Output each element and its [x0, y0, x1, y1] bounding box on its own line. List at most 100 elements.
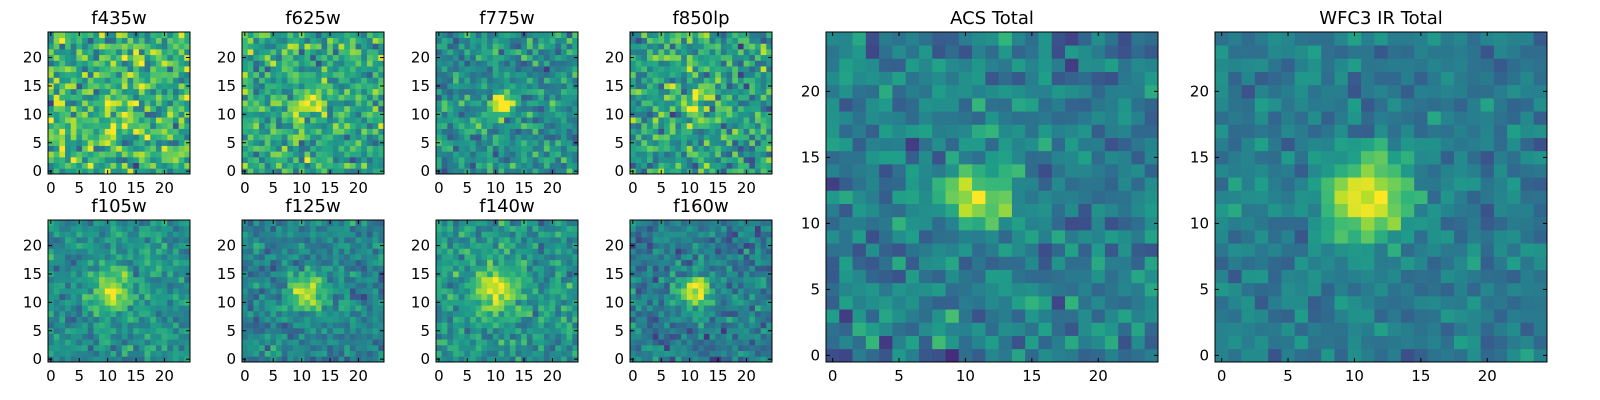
heatmap-cell: [259, 100, 266, 107]
heatmap-cell: [664, 282, 671, 289]
heatmap-cell: [441, 100, 448, 107]
heatmap-cell: [361, 242, 368, 249]
heatmap-cell: [760, 322, 767, 329]
heatmap-cell: [709, 282, 716, 289]
heatmap-cell: [732, 43, 739, 50]
heatmap-cell: [532, 83, 539, 90]
heatmap-cell: [436, 49, 443, 56]
heatmap-cell: [315, 49, 322, 56]
heatmap-cell: [521, 282, 528, 289]
heatmap-cell: [521, 293, 528, 300]
heatmap-cell: [504, 344, 511, 351]
heatmap-cell: [253, 117, 260, 124]
heatmap-cell: [526, 117, 533, 124]
heatmap-cell: [560, 259, 567, 266]
heatmap-cell: [247, 83, 254, 90]
heatmap-cell: [338, 88, 345, 95]
heatmap-cell: [538, 237, 545, 244]
heatmap-cell: [675, 49, 682, 56]
heatmap-cell: [344, 32, 351, 39]
heatmap-cell: [572, 322, 579, 329]
y-tick-label: 10: [605, 105, 624, 123]
heatmap-cell: [737, 151, 744, 158]
heatmap-cell: [515, 83, 522, 90]
heatmap-cell: [144, 242, 151, 249]
heatmap-cell: [155, 105, 162, 112]
heatmap-cell: [76, 151, 83, 158]
heatmap-cell: [310, 100, 317, 107]
heatmap-cell: [87, 259, 94, 266]
heatmap-cell: [321, 71, 328, 78]
heatmap-cell: [366, 322, 373, 329]
heatmap-cell: [521, 305, 528, 312]
heatmap-cell: [242, 288, 249, 295]
heatmap-cell: [287, 100, 294, 107]
heatmap-cell: [259, 88, 266, 95]
heatmap-cell: [515, 122, 522, 129]
heatmap-cell: [293, 49, 300, 56]
heatmap-cell: [264, 54, 271, 61]
heatmap-cell: [184, 37, 191, 44]
heatmap-cell: [144, 60, 151, 67]
heatmap-cell: [172, 54, 179, 61]
heatmap-cell: [259, 322, 266, 329]
heatmap-cell: [532, 145, 539, 152]
heatmap-cell: [492, 293, 499, 300]
heatmap-cell: [59, 322, 66, 329]
heatmap-cell: [641, 105, 648, 112]
heatmap-cell: [87, 316, 94, 323]
heatmap-cell: [441, 231, 448, 238]
heatmap-cell: [293, 310, 300, 317]
heatmap-cell: [355, 100, 362, 107]
heatmap-cell: [658, 316, 665, 323]
heatmap-cell: [172, 237, 179, 244]
heatmap-cell: [53, 162, 60, 169]
heatmap-cell: [155, 128, 162, 135]
heatmap-cell: [259, 134, 266, 141]
heatmap-cell: [372, 128, 379, 135]
heatmap-cell: [121, 350, 128, 357]
heatmap-cell: [441, 339, 448, 346]
heatmap-cell: [669, 122, 676, 129]
heatmap-cell: [760, 32, 767, 39]
heatmap-cell: [242, 37, 249, 44]
heatmap-cell: [509, 151, 516, 158]
heatmap-cell: [447, 237, 454, 244]
heatmap-cell: [630, 339, 637, 346]
heatmap-cell: [287, 139, 294, 146]
heatmap-cell: [327, 242, 334, 249]
heatmap-cell: [338, 162, 345, 169]
heatmap-cell: [630, 322, 637, 329]
heatmap-cell: [447, 151, 454, 158]
heatmap-cell: [498, 60, 505, 67]
heatmap-cell: [504, 293, 511, 300]
heatmap-cell: [703, 271, 710, 278]
heatmap-cell: [155, 145, 162, 152]
heatmap-cell: [59, 237, 66, 244]
heatmap-cell: [293, 88, 300, 95]
y-tick-label: 10: [23, 293, 42, 311]
heatmap-cell: [349, 265, 356, 272]
heatmap-cell: [509, 265, 516, 272]
heatmap-cell: [504, 88, 511, 95]
heatmap-cell: [349, 350, 356, 357]
heatmap-cell: [315, 128, 322, 135]
heatmap-cell: [344, 339, 351, 346]
heatmap-cell: [720, 71, 727, 78]
heatmap-cell: [641, 43, 648, 50]
heatmap-cell: [253, 293, 260, 300]
heatmap-cell: [310, 168, 317, 175]
heatmap-cell: [242, 333, 249, 340]
heatmap-cell: [247, 122, 254, 129]
heatmap-cell: [304, 105, 311, 112]
heatmap-cell: [121, 265, 128, 272]
heatmap-cell: [48, 339, 55, 346]
heatmap-cell: [681, 327, 688, 334]
heatmap-cell: [453, 282, 460, 289]
heatmap-cell: [315, 299, 322, 306]
heatmap-cell: [293, 271, 300, 278]
heatmap-cell: [127, 105, 134, 112]
heatmap-cell: [155, 248, 162, 255]
heatmap-cell: [366, 151, 373, 158]
